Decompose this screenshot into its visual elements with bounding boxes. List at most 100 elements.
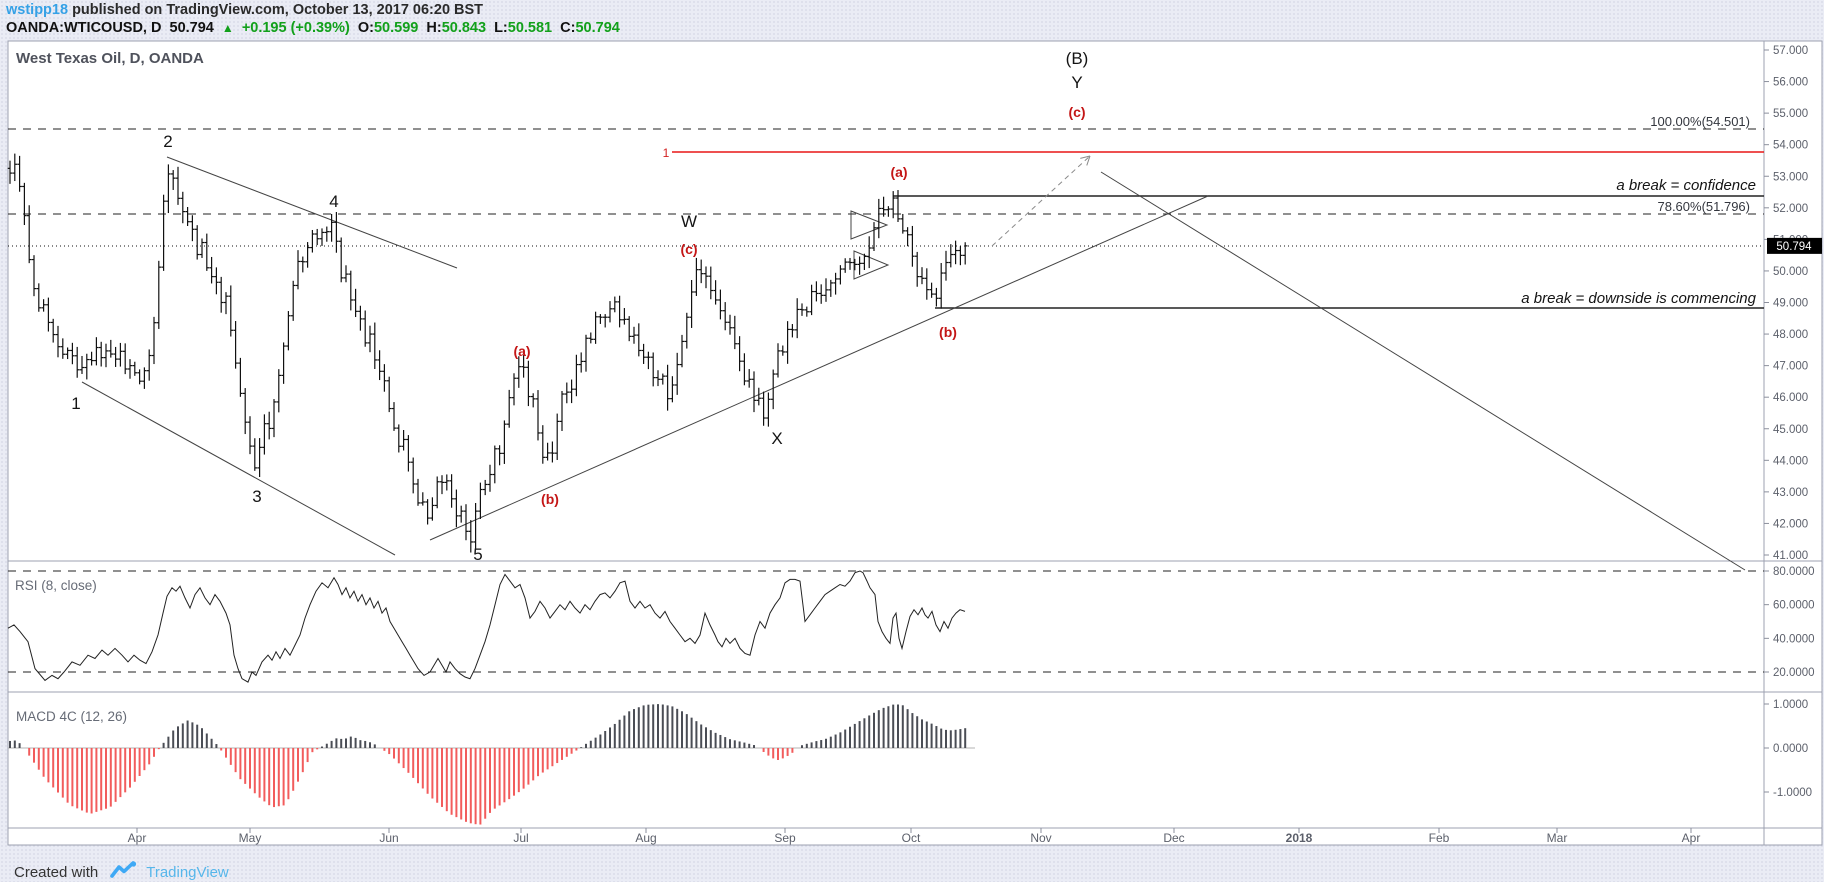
price-tick-label: 47.000 bbox=[1773, 361, 1808, 373]
trendline-rising[interactable] bbox=[429, 195, 1209, 541]
time-tick-label: Sep bbox=[774, 831, 796, 845]
note-text[interactable]: a break = confidence bbox=[1616, 177, 1756, 194]
wave-label-black[interactable]: 4 bbox=[329, 192, 338, 211]
time-tick-label: Nov bbox=[1030, 831, 1051, 845]
price-tick-label: 55.000 bbox=[1773, 108, 1808, 120]
wave-annotations: (B) Y W X 2 4 1 3 5 (c) (a) (b) (c) (a) (b) a break = c… bbox=[71, 49, 1756, 564]
time-axis[interactable]: Apr May Jun Jul Aug Sep Oct Nov Dec 2018 Feb Mar Apr bbox=[128, 828, 1701, 845]
change-value: +0.195 (+0.39%) bbox=[241, 20, 350, 36]
red-line-label: 1 bbox=[663, 146, 670, 160]
open-label: O: bbox=[357, 20, 374, 36]
price-tick-label: 50.000 bbox=[1773, 266, 1808, 278]
chart-title: West Texas Oil, D, OANDA bbox=[16, 50, 204, 67]
tradingview-logo-icon[interactable] bbox=[110, 860, 138, 882]
time-tick-label: 2018 bbox=[1286, 831, 1313, 845]
trendline-2-4[interactable] bbox=[166, 156, 458, 269]
pennant-triangle[interactable] bbox=[850, 210, 889, 240]
price-tick-label: 49.000 bbox=[1773, 298, 1808, 310]
trendline-falling[interactable] bbox=[1100, 171, 1746, 571]
wave-label-red[interactable]: (a) bbox=[890, 164, 907, 180]
low-label: L: bbox=[494, 20, 508, 36]
time-tick-label: Aug bbox=[635, 831, 656, 845]
trendline-1-3[interactable] bbox=[81, 381, 396, 556]
last-price-badge bbox=[1767, 237, 1822, 254]
last-price-value: 50.794 bbox=[169, 20, 214, 36]
wave-label-black[interactable]: X bbox=[771, 429, 782, 448]
note-text[interactable]: a break = downside is commencing bbox=[1521, 290, 1756, 307]
created-with-text: Created with bbox=[14, 863, 99, 881]
macd-tick-label: 1.0000 bbox=[1773, 699, 1808, 711]
price-tick-label: 48.000 bbox=[1773, 329, 1808, 341]
time-tick-label: May bbox=[239, 831, 262, 845]
wave-label-red[interactable]: (b) bbox=[939, 324, 957, 340]
close-value: 50.794 bbox=[575, 20, 620, 36]
time-tick-label: Dec bbox=[1163, 831, 1184, 845]
time-tick-label: Oct bbox=[902, 831, 921, 845]
close-label: C: bbox=[560, 20, 576, 36]
open-value: 50.599 bbox=[373, 20, 419, 36]
rsi-tick-label: 20.0000 bbox=[1773, 667, 1815, 679]
rsi-tick-label: 60.0000 bbox=[1773, 600, 1815, 612]
macd-pane-title[interactable]: MACD 4C (12, 26) bbox=[16, 709, 127, 724]
time-tick-label: Apr bbox=[1682, 831, 1701, 845]
rsi-pane-title[interactable]: RSI (8, close) bbox=[15, 578, 97, 593]
wave-label-red[interactable]: (c) bbox=[1068, 104, 1085, 120]
last-price-badge-text: 50.794 bbox=[1776, 241, 1812, 253]
low-value: 50.581 bbox=[507, 20, 553, 36]
price-axis[interactable]: 57.00056.00055.00054.00053.00052.00051.0… bbox=[1764, 45, 1822, 562]
time-tick-label: Apr bbox=[128, 831, 147, 845]
rsi-tick-label: 40.0000 bbox=[1773, 633, 1815, 645]
price-tick-label: 41.000 bbox=[1773, 550, 1808, 562]
wave-label-red[interactable]: (b) bbox=[541, 491, 559, 507]
wave-label-black[interactable]: (B) bbox=[1066, 49, 1089, 68]
publish-info-bar: wstipp18 published on TradingView.com, O… bbox=[6, 2, 483, 18]
projection-arrowhead bbox=[1080, 155, 1091, 159]
macd-tick-label: 0.0000 bbox=[1773, 743, 1808, 755]
time-tick-label: Feb bbox=[1429, 831, 1450, 845]
fib-level-label: 78.60%(51.796) bbox=[1657, 199, 1750, 214]
indicator-axis[interactable]: 80.0000 60.0000 40.0000 20.0000 1.0000 0.0000… bbox=[1764, 566, 1815, 799]
price-tick-label: 45.000 bbox=[1773, 424, 1808, 436]
wave-label-black[interactable]: 1 bbox=[71, 394, 80, 413]
drawing-lines bbox=[81, 151, 1764, 571]
macd-histogram bbox=[9, 704, 967, 825]
price-tick-label: 52.000 bbox=[1773, 203, 1808, 215]
username-link[interactable]: wstipp18 bbox=[6, 2, 69, 18]
time-tick-label: Mar bbox=[1547, 831, 1568, 845]
wave-label-black[interactable]: Y bbox=[1071, 73, 1082, 92]
pennant-triangle[interactable] bbox=[853, 250, 890, 280]
high-label: H: bbox=[426, 20, 442, 36]
price-tick-label: 42.000 bbox=[1773, 518, 1808, 530]
price-tick-label: 46.000 bbox=[1773, 392, 1808, 404]
chart-frame bbox=[7, 40, 1823, 846]
projection-arrow[interactable] bbox=[991, 155, 1091, 247]
wave-label-black[interactable]: W bbox=[681, 212, 697, 231]
price-bars bbox=[7, 153, 968, 553]
price-tick-label: 43.000 bbox=[1773, 487, 1808, 499]
attribution-bar: Created with TradingView bbox=[14, 860, 229, 882]
price-tick-label: 56.000 bbox=[1773, 77, 1808, 89]
tradingview-brand-link[interactable]: TradingView bbox=[146, 863, 229, 881]
wave-label-black[interactable]: 2 bbox=[163, 132, 172, 151]
wave-label-red[interactable]: (a) bbox=[513, 343, 530, 359]
rsi-tick-label: 80.0000 bbox=[1773, 566, 1815, 578]
wave-label-black[interactable]: 3 bbox=[252, 487, 261, 506]
price-tick-label: 53.000 bbox=[1773, 171, 1808, 183]
macd-tick-label: -1.0000 bbox=[1773, 787, 1812, 799]
publish-info-text: published on TradingView.com, October 13… bbox=[72, 2, 484, 18]
up-arrow-icon: ▲ bbox=[221, 21, 234, 35]
wave-label-black[interactable]: 5 bbox=[473, 545, 482, 564]
symbol-info-bar: OANDA:WTICOUSD, D 50.794 ▲ +0.195 (+0.39… bbox=[6, 20, 624, 36]
symbol-name[interactable]: OANDA:WTICOUSD, D bbox=[6, 20, 162, 36]
projection-arrowhead bbox=[1086, 155, 1091, 166]
fib-level-label: 100.00%(54.501) bbox=[1650, 114, 1750, 129]
wave-label-red[interactable]: (c) bbox=[680, 241, 697, 257]
price-tick-label: 54.000 bbox=[1773, 140, 1808, 152]
level-lines bbox=[8, 128, 1764, 247]
time-tick-label: Jul bbox=[513, 831, 528, 845]
time-tick-label: Jun bbox=[379, 831, 398, 845]
price-tick-label: 57.000 bbox=[1773, 45, 1808, 57]
rsi-line bbox=[7, 570, 966, 683]
